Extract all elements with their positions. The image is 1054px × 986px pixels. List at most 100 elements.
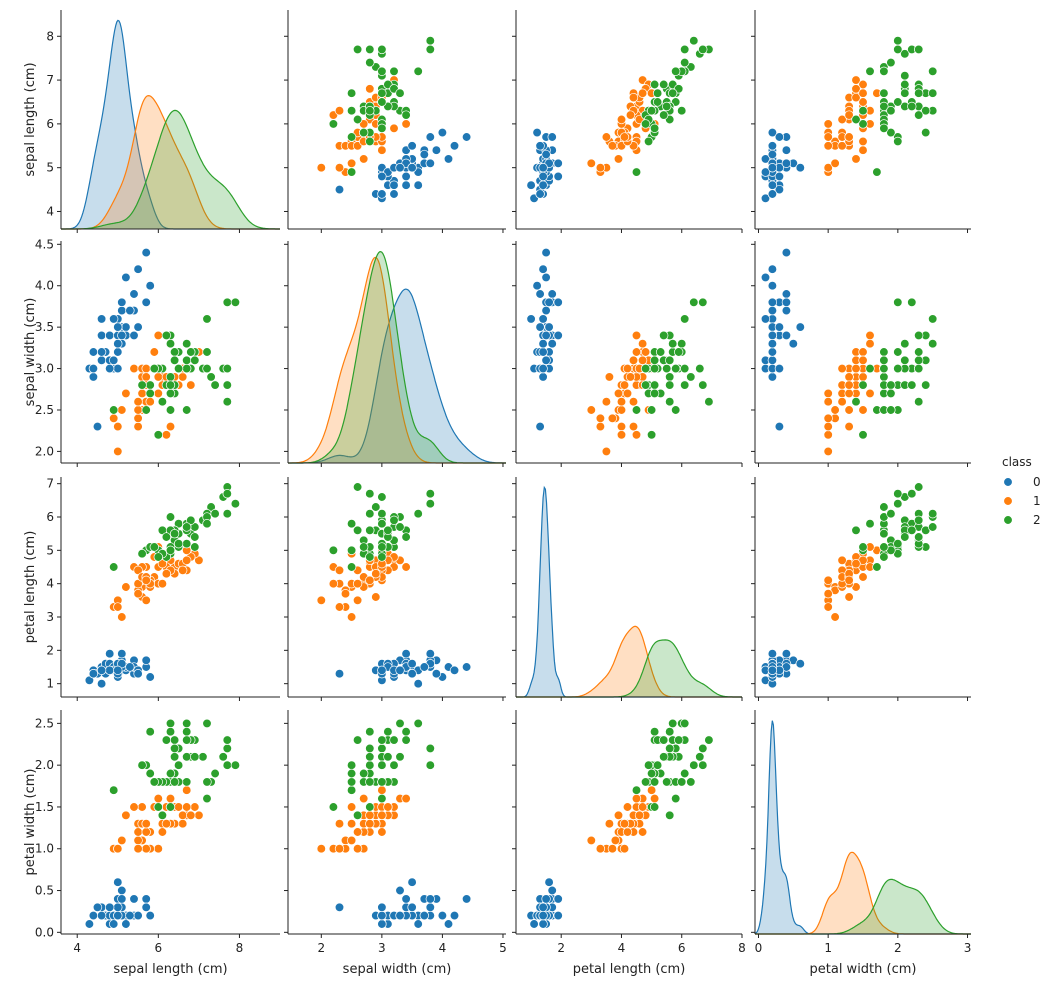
point-class-1: [586, 158, 596, 168]
point-class-2: [182, 727, 192, 737]
point-class-2: [914, 397, 924, 407]
point-class-2: [149, 542, 159, 552]
point-class-0: [407, 659, 417, 669]
point-class-2: [377, 492, 387, 502]
point-class-2: [858, 106, 868, 116]
point-class-1: [844, 132, 854, 142]
point-class-0: [541, 330, 551, 341]
point-class-2: [646, 768, 657, 779]
point-class-2: [395, 752, 405, 762]
point-class-1: [178, 372, 188, 382]
point-class-0: [535, 421, 545, 432]
point-class-2: [886, 127, 896, 138]
point-class-2: [222, 380, 232, 390]
point-class-0: [96, 665, 107, 675]
point-class-2: [704, 397, 714, 407]
point-class-2: [914, 330, 924, 341]
point-class-1: [316, 844, 326, 854]
point-class-0: [419, 662, 429, 672]
legend-label-1: 1: [1033, 494, 1041, 508]
point-class-2: [425, 743, 435, 754]
x-axis-label: petal width (cm): [810, 962, 917, 977]
point-class-2: [346, 132, 357, 142]
point-class-0: [125, 305, 135, 316]
point-class-1: [182, 785, 192, 795]
point-class-2: [659, 752, 669, 762]
point-class-2: [383, 727, 393, 737]
point-class-1: [383, 802, 393, 812]
point-class-1: [165, 793, 176, 804]
x-tick-label: 2: [894, 941, 902, 955]
kde-fill-class-2: [755, 879, 971, 934]
point-class-2: [377, 97, 387, 107]
point-class-2: [907, 101, 917, 112]
point-class-0: [541, 305, 551, 316]
point-class-2: [365, 552, 375, 562]
point-class-2: [169, 752, 180, 762]
point-class-1: [604, 372, 615, 382]
point-class-2: [893, 489, 903, 499]
point-class-2: [640, 777, 651, 787]
point-class-0: [529, 919, 539, 929]
point-class-0: [760, 154, 771, 164]
point-class-1: [844, 592, 854, 602]
point-class-2: [680, 363, 690, 374]
point-class-2: [198, 752, 208, 762]
point-class-0: [395, 665, 405, 675]
point-class-0: [795, 322, 805, 332]
point-class-2: [210, 509, 220, 519]
point-class-1: [858, 136, 868, 147]
point-class-1: [117, 405, 127, 415]
point-class-2: [680, 44, 690, 55]
point-class-2: [879, 529, 889, 539]
x-tick-label: 4: [439, 941, 447, 955]
point-class-2: [914, 482, 924, 492]
point-class-2: [649, 727, 660, 737]
point-class-1: [625, 372, 636, 382]
point-class-0: [774, 184, 785, 195]
point-class-0: [781, 247, 792, 258]
point-class-1: [628, 92, 639, 103]
point-class-2: [879, 502, 889, 512]
point-class-2: [395, 88, 405, 98]
point-class-2: [886, 380, 896, 390]
point-class-0: [431, 145, 442, 155]
point-class-1: [121, 810, 131, 820]
point-class-1: [334, 163, 345, 173]
point-class-1: [616, 114, 627, 125]
point-class-2: [413, 66, 423, 76]
point-class-0: [781, 305, 792, 316]
point-class-1: [178, 819, 188, 829]
point-class-1: [601, 446, 612, 457]
point-class-1: [334, 819, 345, 829]
point-class-2: [222, 397, 232, 407]
point-class-2: [879, 552, 889, 562]
point-class-2: [879, 101, 889, 112]
point-class-2: [914, 44, 924, 55]
y-tick-label: 2.5: [35, 403, 54, 417]
legend: class 0 1 2: [1002, 455, 1041, 527]
kde-line-class-2: [61, 109, 280, 230]
point-class-2: [222, 363, 232, 374]
point-class-2: [698, 44, 708, 55]
point-class-2: [893, 297, 903, 307]
point-class-2: [914, 515, 924, 525]
x-tick-label: 0: [755, 941, 763, 955]
point-class-0: [781, 649, 792, 659]
point-class-2: [145, 388, 155, 399]
point-class-1: [601, 132, 612, 142]
point-class-0: [88, 347, 99, 357]
y-tick-label: 4.5: [35, 237, 54, 251]
point-class-0: [553, 894, 563, 904]
kde-fill-class-2: [288, 251, 506, 463]
point-class-2: [649, 802, 660, 812]
point-class-2: [346, 785, 357, 795]
point-class-1: [328, 579, 339, 589]
point-class-2: [182, 752, 192, 762]
point-class-2: [652, 760, 663, 770]
point-class-2: [851, 114, 861, 125]
point-class-1: [823, 430, 833, 440]
point-class-2: [365, 509, 375, 519]
point-class-0: [395, 910, 405, 921]
